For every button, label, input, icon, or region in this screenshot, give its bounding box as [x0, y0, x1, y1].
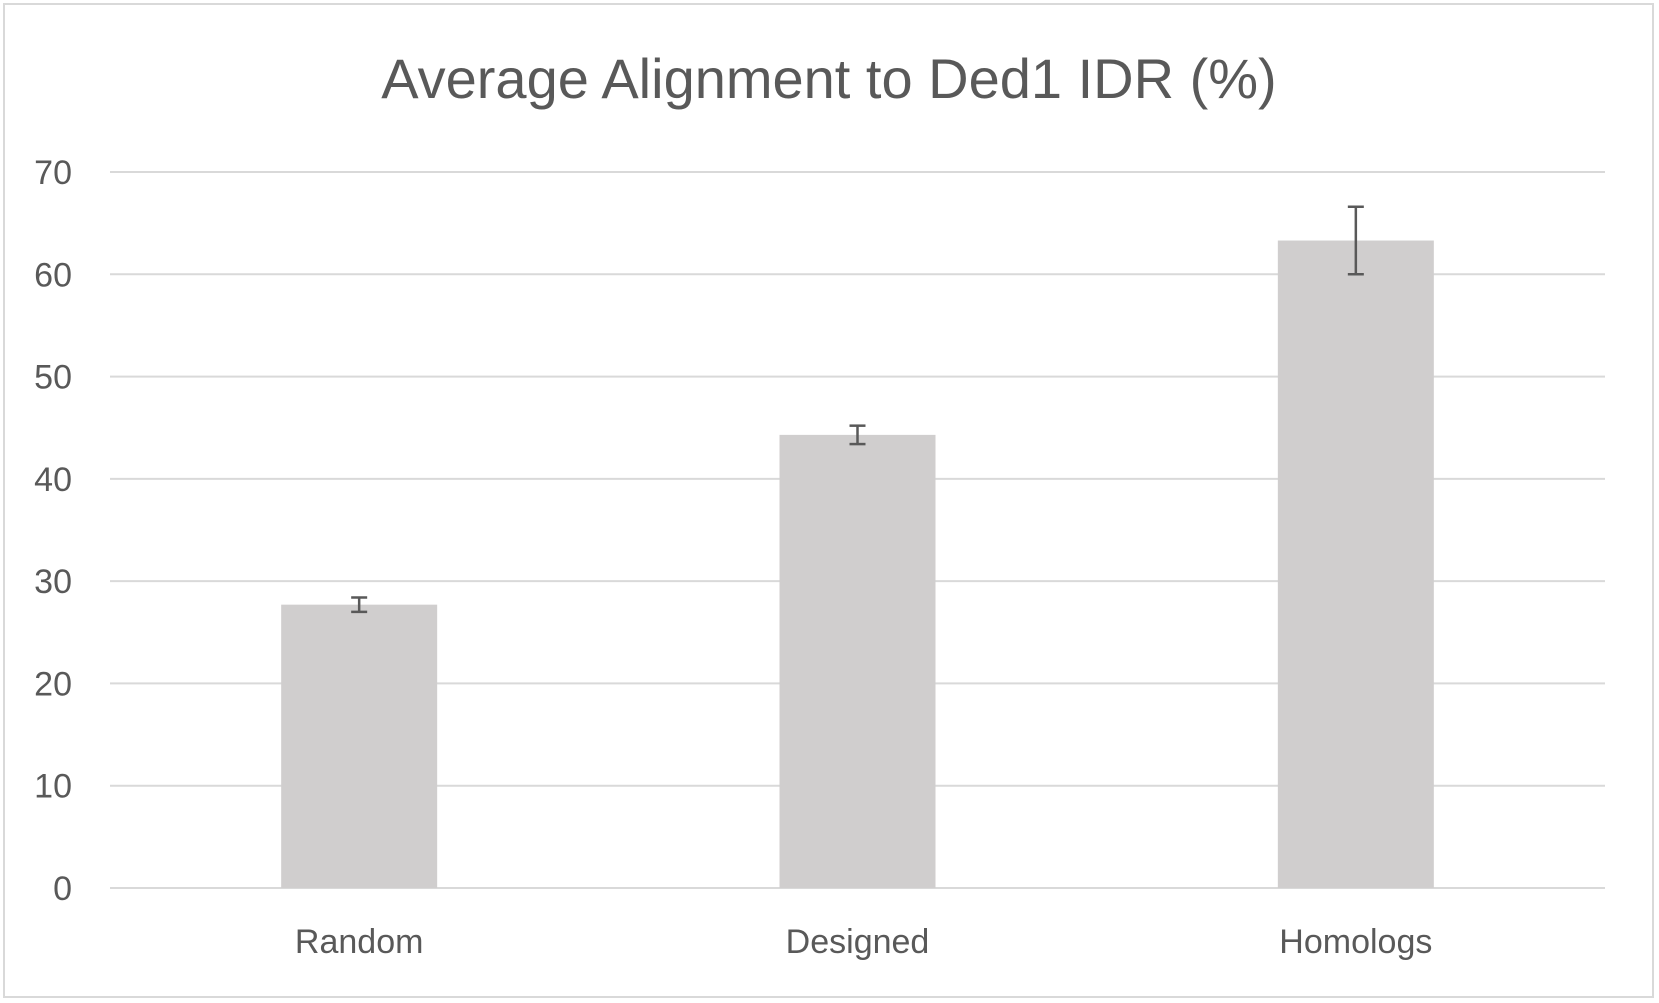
y-tick-label: 40: [34, 461, 72, 499]
y-tick-label: 50: [34, 359, 72, 397]
y-tick-label: 20: [34, 665, 72, 703]
y-tick-label: 10: [34, 768, 72, 806]
y-tick-label: 0: [53, 870, 72, 908]
y-tick-label: 70: [34, 154, 72, 192]
y-tick-label: 30: [34, 563, 72, 601]
bar-designed: [779, 434, 936, 888]
error-bar-designed: [849, 424, 866, 446]
x-axis-category-labels: Random Designed Homologs: [295, 923, 1432, 961]
bar-random: [281, 604, 438, 888]
error-bar-random: [351, 596, 368, 614]
bars: [281, 240, 1434, 888]
error-bar-homologs: [1347, 205, 1364, 276]
error-bars: [351, 205, 1364, 614]
y-axis-tick-labels: 0 10 20 30 40 50 60 70: [34, 154, 72, 908]
x-category-label: Homologs: [1279, 923, 1432, 961]
bar-homologs: [1277, 240, 1434, 888]
x-category-label: Designed: [786, 923, 930, 961]
chart-title: Average Alignment to Ded1 IDR (%): [381, 47, 1276, 110]
x-category-label: Random: [295, 923, 424, 961]
y-tick-label: 60: [34, 256, 72, 294]
